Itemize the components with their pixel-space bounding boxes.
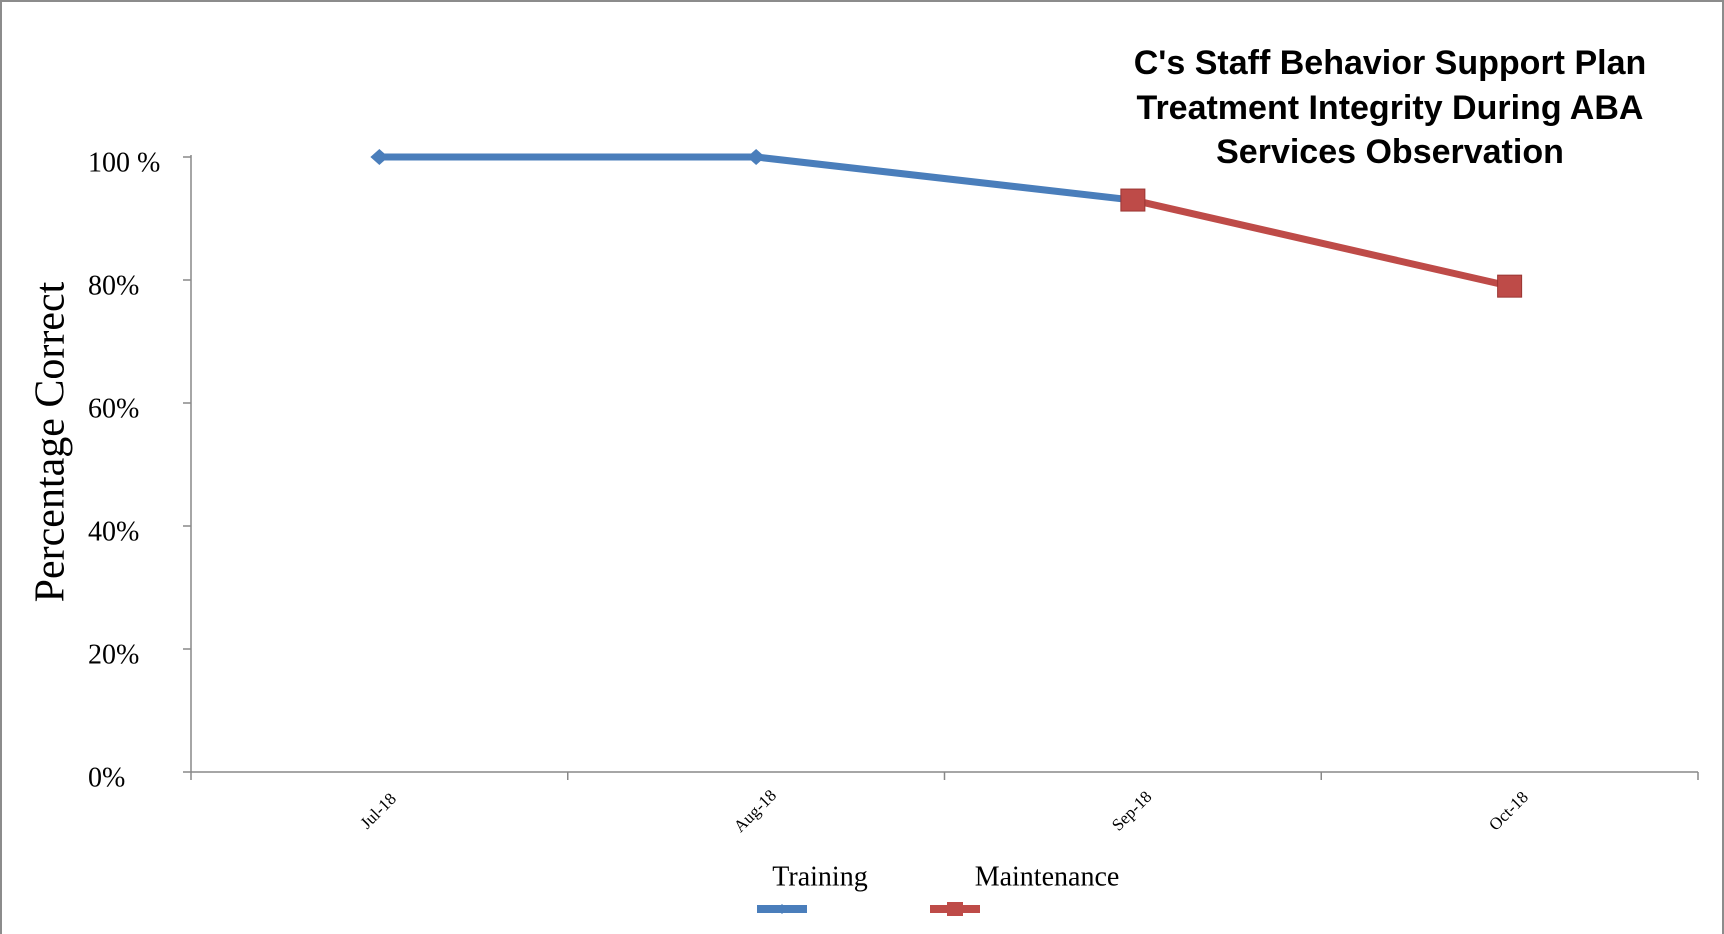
y-tick-label: 0%	[88, 762, 125, 793]
point	[1497, 274, 1523, 298]
point	[370, 149, 389, 165]
y-tick-label: 60%	[88, 393, 139, 424]
legend-label: Maintenance	[975, 861, 1120, 892]
legend-marker	[777, 904, 787, 914]
y-tick-label: 100 %	[88, 147, 160, 178]
series-line	[1132, 196, 1511, 290]
chart-title: Services Observation	[1216, 133, 1564, 171]
chart-title: Treatment Integrity During ABA	[1137, 89, 1644, 127]
y-tick-label: 40%	[88, 516, 139, 547]
point	[747, 149, 766, 165]
legend-label: Training	[772, 861, 867, 892]
y-tick-label: 80%	[88, 270, 139, 301]
y-axis-label: Percentage Correct	[28, 281, 74, 602]
point	[1120, 188, 1146, 212]
y-tick-label: 20%	[88, 639, 139, 670]
chart-title: C's Staff Behavior Support Plan	[1134, 44, 1647, 82]
legend-marker	[947, 902, 963, 916]
